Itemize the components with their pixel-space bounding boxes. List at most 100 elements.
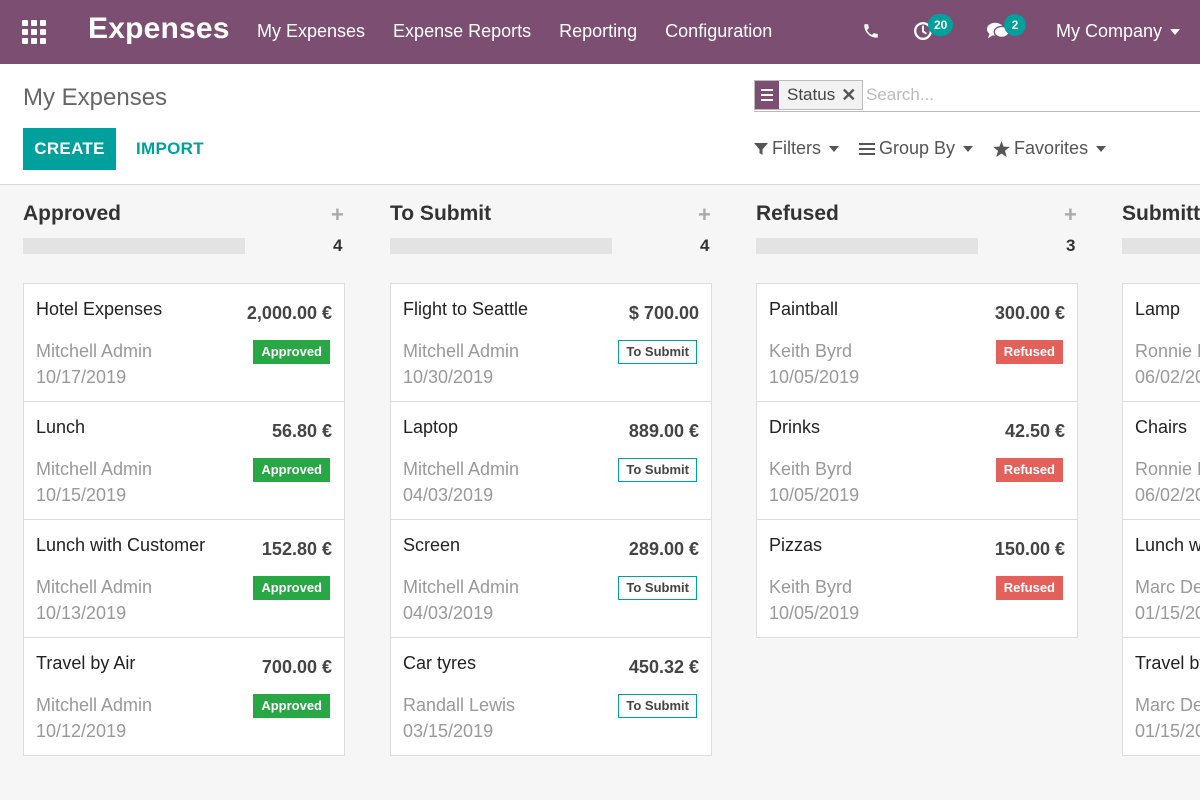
status-badge: Refused [995, 340, 1063, 364]
expense-date: 10/17/2019 [36, 367, 127, 387]
expense-name: Chairs [1135, 417, 1188, 437]
employee-name: Randall Lewis [403, 695, 516, 715]
expense-name: Paintball [769, 299, 839, 319]
favorites-label: Favorites [1014, 138, 1089, 158]
employee-name: Marc Demo [1135, 577, 1200, 597]
star-icon [993, 140, 1010, 157]
search-options: Filters Group By Favorites [754, 138, 1107, 159]
expense-amount: 152.80 € [261, 539, 332, 559]
expense-card[interactable]: Hotel Expenses 2,000.00 € Mitchell Admin 10… [23, 283, 345, 402]
column-progress-bar [756, 238, 978, 254]
filters-dropdown[interactable]: Filters [754, 138, 839, 159]
create-button[interactable]: CREATE [23, 128, 116, 170]
status-badge: To Submit [618, 340, 697, 364]
expense-amount: 289.00 € [628, 539, 699, 559]
expense-date: 01/15/2019 [1135, 603, 1200, 623]
expense-card[interactable]: Travel by Air Marc Demo 01/15/2019 [1122, 637, 1200, 756]
menu-reporting[interactable]: Reporting [559, 21, 638, 41]
status-badge: Approved [253, 458, 330, 482]
expense-card[interactable]: Travel by Air 700.00 € Mitchell Admin 10/12… [23, 637, 345, 756]
expense-card[interactable]: Screen 289.00 € Mitchell Admin 04/03/2019 To… [390, 519, 712, 638]
menu-expense-reports[interactable]: Expense Reports [393, 21, 532, 41]
expense-name: Flight to Seattle [403, 299, 529, 319]
import-button[interactable]: IMPORT [126, 128, 214, 170]
column-title: To Submit [390, 202, 492, 225]
expense-card[interactable]: Lunch with Customer Marc Demo 01/15/2019 [1122, 519, 1200, 638]
column-count: 4 [333, 236, 343, 255]
favorites-dropdown[interactable]: Favorites [993, 138, 1107, 159]
employee-name: Marc Demo [1135, 695, 1200, 715]
expense-card[interactable]: Flight to Seattle $ 700.00 Mitchell Admin 1… [390, 283, 712, 402]
expense-date: 03/15/2019 [403, 721, 494, 741]
breadcrumb: My Expenses [23, 84, 168, 111]
facet-label: Status [787, 85, 836, 104]
expense-card[interactable]: Car tyres 450.32 € Randall Lewis 03/15/2019… [390, 637, 712, 756]
phone-icon[interactable] [862, 22, 880, 40]
expense-amount: 56.80 € [271, 421, 332, 441]
column-title: Refused [756, 202, 839, 225]
expense-name: Screen [403, 535, 461, 555]
kanban-cards: Lamp Ronnie Hart 06/02/2019 Chairs Ronnie Ha… [1122, 283, 1200, 756]
company-switcher[interactable]: My Company [1056, 21, 1181, 42]
column-title: Submitted [1122, 202, 1200, 225]
filter-icon [754, 142, 768, 155]
filter-category-icon [755, 81, 779, 109]
expense-card[interactable]: Lunch with Customer 152.80 € Mitchell Admi… [23, 519, 345, 638]
chevron-down-icon [1170, 29, 1181, 36]
status-badge: Approved [253, 694, 330, 718]
expense-date: 10/30/2019 [403, 367, 494, 387]
apps-menu-icon[interactable] [22, 20, 48, 44]
expense-name: Lamp [1135, 299, 1181, 319]
column-title: Approved [23, 202, 122, 225]
search-input[interactable] [866, 82, 1186, 108]
activity-count-badge: 20 [928, 14, 954, 36]
employee-name: Keith Byrd [769, 459, 853, 479]
groupby-dropdown[interactable]: Group By [859, 138, 974, 159]
expense-card[interactable]: Lamp Ronnie Hart 06/02/2019 [1122, 283, 1200, 402]
expense-amount: 889.00 € [628, 421, 699, 441]
status-badge: To Submit [618, 576, 697, 600]
expense-name: Travel by Air [36, 653, 136, 673]
kanban-cards: Paintball 300.00 € Keith Byrd 10/05/2019 Ref… [756, 283, 1078, 638]
expense-card[interactable]: Paintball 300.00 € Keith Byrd 10/05/2019 Ref… [756, 283, 1078, 402]
expense-name: Lunch [36, 417, 86, 437]
expense-amount: $ 700.00 [628, 303, 699, 323]
plus-icon[interactable]: + [698, 202, 711, 227]
expense-card[interactable]: Chairs Ronnie Hart 06/02/2019 [1122, 401, 1200, 520]
column-progress-bar [390, 238, 612, 254]
filters-label: Filters [772, 138, 821, 158]
expense-date: 06/02/2019 [1135, 367, 1200, 387]
expense-amount: 2,000.00 € [246, 303, 332, 323]
expense-date: 01/15/2019 [1135, 721, 1200, 741]
expense-card[interactable]: Laptop 889.00 € Mitchell Admin 04/03/2019 To… [390, 401, 712, 520]
menu-my-expenses[interactable]: My Expenses [257, 21, 366, 41]
close-icon[interactable]: ✕ [841, 84, 857, 105]
chevron-down-icon [1096, 145, 1107, 152]
bars-icon [859, 142, 875, 155]
expense-name: Pizzas [769, 535, 823, 555]
search-bar: Status ✕ [754, 80, 1200, 112]
employee-name: Mitchell Admin [36, 341, 153, 361]
expense-name: Travel by Air [1135, 653, 1200, 673]
kanban-cards: Flight to Seattle $ 700.00 Mitchell Admin 1… [390, 283, 712, 756]
expense-name: Car tyres [403, 653, 477, 673]
plus-icon[interactable]: + [331, 202, 344, 227]
expense-amount: 700.00 € [261, 657, 332, 677]
expense-card[interactable]: Pizzas 150.00 € Keith Byrd 10/05/2019 Refuse… [756, 519, 1078, 638]
expense-date: 06/02/2019 [1135, 485, 1200, 505]
expense-card[interactable]: Lunch 56.80 € Mitchell Admin 10/15/2019 Appr… [23, 401, 345, 520]
column-progress-bar [23, 238, 245, 254]
expense-amount: 300.00 € [994, 303, 1065, 323]
employee-name: Mitchell Admin [403, 341, 520, 361]
expense-card[interactable]: Drinks 42.50 € Keith Byrd 10/05/2019 Refused [756, 401, 1078, 520]
status-badge: Refused [995, 458, 1063, 482]
employee-name: Mitchell Admin [36, 577, 153, 597]
employee-name: Mitchell Admin [403, 577, 520, 597]
employee-name: Keith Byrd [769, 577, 853, 597]
employee-name: Keith Byrd [769, 341, 853, 361]
menu-configuration[interactable]: Configuration [665, 21, 773, 41]
chevron-down-icon [963, 145, 974, 152]
expense-name: Lunch with Customer [1135, 535, 1200, 555]
expense-amount: 450.32 € [628, 657, 699, 677]
plus-icon[interactable]: + [1064, 202, 1077, 227]
